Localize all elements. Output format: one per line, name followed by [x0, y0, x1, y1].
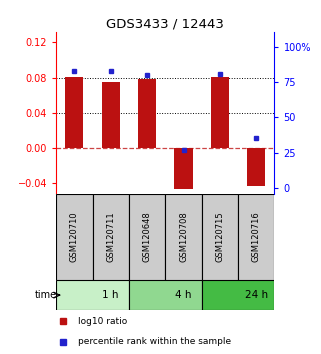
Text: GSM120715: GSM120715 — [215, 212, 224, 262]
Bar — [238, 194, 274, 280]
Bar — [65, 77, 83, 148]
Text: log10 ratio: log10 ratio — [78, 317, 127, 326]
Text: GSM120716: GSM120716 — [252, 212, 261, 262]
Bar — [202, 280, 274, 310]
Text: GSM120710: GSM120710 — [70, 212, 79, 262]
Bar — [56, 194, 92, 280]
Bar — [138, 79, 156, 148]
Text: percentile rank within the sample: percentile rank within the sample — [78, 337, 231, 346]
Text: 4 h: 4 h — [175, 290, 192, 300]
Bar — [129, 194, 165, 280]
Text: time: time — [35, 290, 57, 300]
Bar — [92, 194, 129, 280]
Bar — [102, 82, 120, 148]
Text: 24 h: 24 h — [245, 290, 268, 300]
Bar — [202, 194, 238, 280]
Bar — [129, 280, 202, 310]
Bar — [247, 148, 265, 186]
Text: GSM120711: GSM120711 — [106, 212, 115, 262]
Bar — [174, 148, 193, 189]
Title: GDS3433 / 12443: GDS3433 / 12443 — [106, 18, 224, 31]
Text: 1 h: 1 h — [102, 290, 119, 300]
Text: GSM120708: GSM120708 — [179, 212, 188, 262]
Text: GSM120648: GSM120648 — [143, 212, 152, 262]
Bar — [211, 77, 229, 148]
Bar — [56, 280, 129, 310]
Bar — [165, 194, 202, 280]
